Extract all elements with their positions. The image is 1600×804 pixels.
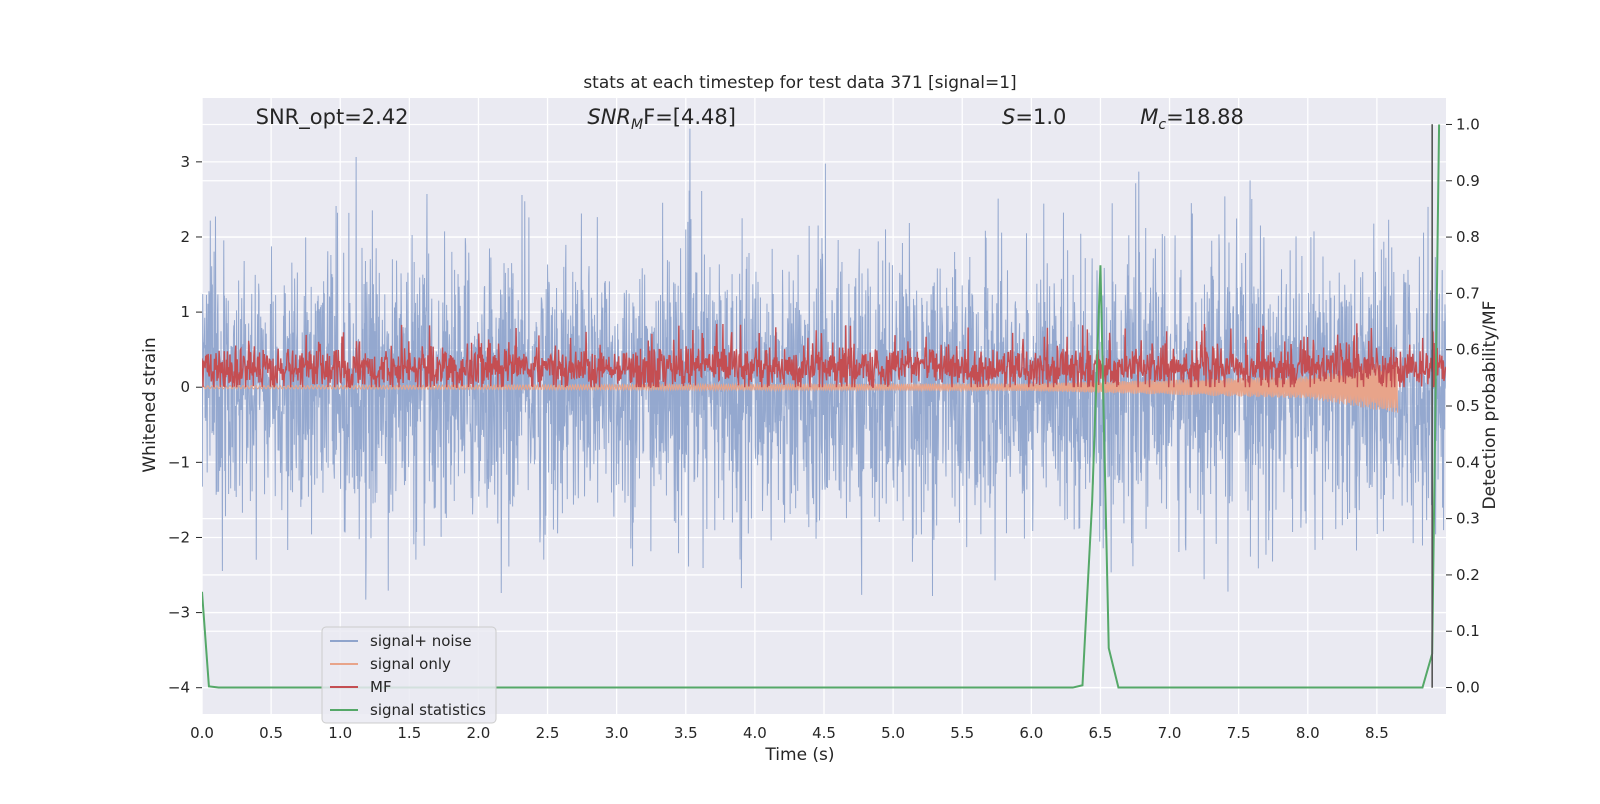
y2-tick-label: 1.0 xyxy=(1456,115,1480,133)
annotation-suffix: =18.88 xyxy=(1166,105,1244,129)
legend: signal+ noise signal only MF signal statist… xyxy=(321,626,497,724)
x-tick-label: 6.5 xyxy=(1089,724,1113,742)
annotation: SNRMF=[4.48] xyxy=(587,105,736,133)
y2-tick-label: 0.3 xyxy=(1456,510,1480,528)
y2-tick-label: 0.4 xyxy=(1456,453,1480,471)
x-tick-label: 7.0 xyxy=(1158,724,1182,742)
x-tick-label: 8.5 xyxy=(1365,724,1389,742)
annotation: S=1.0 xyxy=(1002,105,1066,129)
y-axis-right: 1.0 0.9 0.8 0.7 0.6 0.5 0.4 0.3 0.2 0.1 0.0 xyxy=(1446,115,1480,697)
legend-entry: signal+ noise xyxy=(370,632,472,650)
y2-axis-label: Detection probability/MF xyxy=(1480,301,1500,510)
annotation-prefix: S xyxy=(1002,105,1015,129)
y-tick-label: −2 xyxy=(168,528,190,546)
y2-tick-label: 0.5 xyxy=(1456,397,1480,415)
plot-area xyxy=(201,98,1446,714)
x-tick-label: 0.5 xyxy=(259,724,283,742)
x-axis-label: Time (s) xyxy=(764,745,834,765)
y-axis-left: 3 2 1 0 −1 −2 −3 −4 xyxy=(168,153,202,697)
chart-title: stats at each timestep for test data 371… xyxy=(583,73,1016,93)
y-tick-label: 3 xyxy=(180,153,190,171)
x-tick-label: 2.0 xyxy=(467,724,491,742)
annotation-prefix: SNR_opt xyxy=(256,105,345,130)
legend-entry: MF xyxy=(370,678,392,696)
y-tick-label: 0 xyxy=(180,378,190,396)
annotation-subscript: c xyxy=(1158,117,1166,133)
annotations: SNR_opt=2.42 SNRMF=[4.48] S=1.0 Mc=18.88 xyxy=(256,105,1244,133)
x-tick-label: 3.0 xyxy=(605,724,629,742)
x-tick-label: 1.5 xyxy=(397,724,421,742)
x-tick-label: 2.5 xyxy=(536,724,560,742)
annotation-prefix: M xyxy=(1140,105,1158,129)
y2-tick-label: 0.7 xyxy=(1456,284,1480,302)
x-tick-label: 1.0 xyxy=(328,724,352,742)
y2-tick-label: 0.2 xyxy=(1456,566,1480,584)
annotation-suffix: F=[4.48] xyxy=(643,105,736,129)
y2-tick-label: 0.8 xyxy=(1456,228,1480,246)
annotation-prefix: SNR xyxy=(587,105,631,129)
annotation: SNR_opt=2.42 xyxy=(256,105,409,130)
y2-tick-label: 0.9 xyxy=(1456,172,1480,190)
y-tick-label: −1 xyxy=(168,453,190,471)
x-tick-label: 3.5 xyxy=(674,724,698,742)
y-tick-label: 2 xyxy=(180,228,190,246)
annotation: Mc=18.88 xyxy=(1140,105,1244,133)
x-axis: 0.0 0.5 1.0 1.5 2.0 2.5 3.0 3.5 4.0 4.5 5.0 5.5 6.0 6… xyxy=(190,724,1389,742)
series-signal-statistics xyxy=(202,124,1441,689)
annotation-suffix: =1.0 xyxy=(1015,105,1066,129)
y-tick-label: −3 xyxy=(168,604,190,622)
x-tick-label: 0.0 xyxy=(190,724,214,742)
y2-tick-label: 0.1 xyxy=(1456,622,1480,640)
series-mf xyxy=(202,323,1446,389)
legend-entry: signal statistics xyxy=(370,701,486,719)
y-tick-label: −4 xyxy=(168,679,190,697)
y-axis-label: Whitened strain xyxy=(140,337,160,472)
legend-entry: signal only xyxy=(370,655,451,673)
x-tick-label: 6.0 xyxy=(1019,724,1043,742)
x-tick-label: 5.5 xyxy=(950,724,974,742)
y2-tick-label: 0.0 xyxy=(1456,679,1480,697)
x-tick-label: 7.5 xyxy=(1227,724,1251,742)
y2-tick-label: 0.6 xyxy=(1456,341,1480,359)
series-group xyxy=(202,124,1446,689)
x-tick-label: 8.0 xyxy=(1296,724,1320,742)
x-tick-label: 4.0 xyxy=(743,724,767,742)
x-tick-label: 4.5 xyxy=(812,724,836,742)
grid xyxy=(201,98,1446,714)
x-tick-label: 5.0 xyxy=(881,724,905,742)
annotation-suffix: =2.42 xyxy=(344,105,408,129)
y-tick-label: 1 xyxy=(180,303,190,321)
legend-box xyxy=(321,626,497,724)
annotation-subscript: M xyxy=(631,117,643,133)
